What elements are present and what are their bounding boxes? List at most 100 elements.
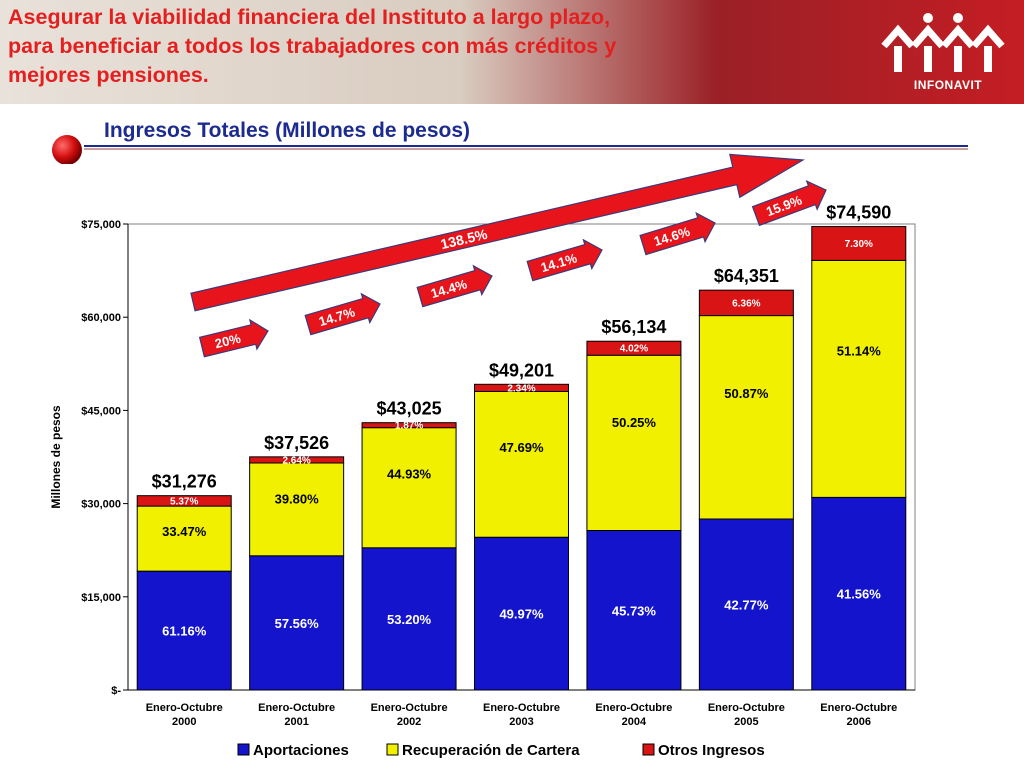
bar-segment: [361, 422, 457, 429]
bar-group: 45.73% 50.25% 4.02% $56,134: [586, 317, 682, 691]
x-tick-label: 2002: [397, 716, 421, 728]
bar-segment: [586, 354, 682, 532]
segment-label: 42.77%: [724, 597, 769, 612]
x-tick-label: Enero-Octubre: [371, 702, 448, 714]
growth-arrow: 14.7%: [304, 292, 381, 336]
segment-label: 33.47%: [162, 524, 207, 539]
bar-segment: [698, 315, 794, 520]
bar-group: 61.16% 33.47% 5.37% $31,276: [136, 472, 232, 691]
bar-group: 42.77% 50.87% 6.36% $64,351: [698, 266, 794, 691]
bar-segment: [136, 505, 232, 572]
y-tick-label: $75,000: [81, 219, 121, 231]
legend-label: Recuperación de Cartera: [402, 742, 580, 759]
growth-arrow: 14.4%: [416, 264, 493, 308]
arrow-shape: [190, 153, 805, 312]
bar-segment: [136, 495, 232, 507]
logo-houses-icon: [881, 13, 1005, 72]
legend-label: Aportaciones: [253, 742, 349, 759]
total-label: $37,526: [264, 433, 329, 453]
legend-label: Otros Ingresos: [658, 742, 765, 759]
bar-segment: [249, 555, 345, 691]
bar-segment: [811, 496, 907, 691]
segment-label: 53.20%: [387, 612, 432, 627]
bar-segment: [249, 456, 345, 464]
segment-label: 44.93%: [387, 466, 432, 481]
bar-segment: [698, 289, 794, 317]
segment-label: 49.97%: [499, 607, 544, 622]
legend-swatch: [386, 743, 399, 756]
red-ball-icon: [52, 135, 82, 164]
segment-label: 51.14%: [837, 343, 882, 358]
segment-label: 5.37%: [170, 496, 198, 507]
growth-arrow: 14.6%: [639, 211, 716, 256]
bar-segment: [811, 259, 907, 498]
slide-title: Asegurar la viabilidad financiera del In…: [8, 5, 617, 87]
bar-segment: [136, 570, 232, 691]
bar-group: 53.20% 44.93% 1.87% $43,025: [361, 399, 457, 691]
infonavit-logo: INFONAVIT: [878, 6, 1018, 100]
bar-segment: [698, 518, 794, 691]
y-tick-label: $45,000: [81, 405, 121, 417]
segment-label: 2.64%: [282, 455, 310, 466]
bar-segment: [586, 340, 682, 356]
x-tick-label: Enero-Octubre: [258, 702, 335, 714]
y-tick-label: $60,000: [81, 312, 121, 324]
segment-label: 45.73%: [612, 603, 657, 618]
bar-group: 57.56% 39.80% 2.64% $37,526: [249, 433, 345, 691]
y-tick-label: $30,000: [81, 499, 121, 511]
segment-label: 50.87%: [724, 386, 769, 401]
arrow-shape: [751, 180, 827, 227]
bar-segment: [474, 390, 569, 538]
segment-label: 1.87%: [395, 421, 423, 432]
segment-label: 7.30%: [845, 239, 873, 250]
growth-arrow: 14.1%: [526, 238, 603, 282]
title-decoration: [52, 135, 968, 164]
x-tick-label: Enero-Octubre: [146, 702, 223, 714]
total-label: $49,201: [489, 360, 554, 380]
y-tick-label: $-: [111, 685, 121, 697]
segment-label: 50.25%: [612, 415, 657, 430]
bar-segment: [361, 427, 457, 549]
y-tick-label: $15,000: [81, 592, 121, 604]
x-tick-label: 2001: [284, 716, 308, 728]
growth-arrow: 20%: [198, 318, 269, 358]
logo-text: INFONAVIT: [913, 78, 983, 92]
growth-label: 20%: [213, 330, 242, 351]
segment-label: 6.36%: [732, 298, 760, 309]
segment-label: 61.16%: [162, 624, 207, 639]
x-tick-label: Enero-Octubre: [595, 702, 672, 714]
x-tick-label: 2005: [734, 716, 758, 728]
total-label: $56,134: [601, 317, 666, 337]
segment-label: 47.69%: [499, 440, 544, 455]
legend: Aportaciones Recuperación de Cartera Otros…: [237, 742, 765, 759]
segment-label: 4.02%: [620, 344, 648, 355]
x-tick-label: Enero-Octubre: [708, 702, 785, 714]
bar-segment: [811, 226, 907, 261]
bar-segment: [474, 536, 569, 691]
y-axis-label: Millones de pesos: [49, 405, 63, 509]
x-tick-label: 2004: [622, 716, 647, 728]
total-label: $74,590: [826, 203, 891, 223]
chart-title: Ingresos Totales (Millones de pesos): [104, 119, 471, 142]
segment-label: 2.34%: [507, 383, 535, 394]
x-tick-label: Enero-Octubre: [820, 702, 897, 714]
x-tick-label: 2003: [509, 716, 533, 728]
arrow-shape: [416, 264, 493, 308]
slide-header: Asegurar la viabilidad financiera del In…: [0, 0, 1024, 104]
legend-swatch: [237, 743, 250, 756]
arrow-shape: [198, 318, 269, 358]
x-tick-label: 2000: [172, 716, 196, 728]
segment-label: 39.80%: [275, 491, 320, 506]
x-tick-label: 2006: [847, 716, 871, 728]
bar-group: 49.97% 47.69% 2.34% $49,201: [474, 360, 569, 691]
bar-segment: [249, 462, 345, 557]
total-label: $31,276: [152, 472, 217, 492]
segment-label: 41.56%: [837, 587, 882, 602]
x-tick-label: Enero-Octubre: [483, 702, 560, 714]
segment-label: 57.56%: [275, 616, 320, 631]
arrow-shape: [304, 292, 381, 336]
total-label: $64,351: [714, 266, 779, 286]
total-label: $43,025: [377, 399, 442, 419]
bar-segment: [474, 383, 569, 392]
